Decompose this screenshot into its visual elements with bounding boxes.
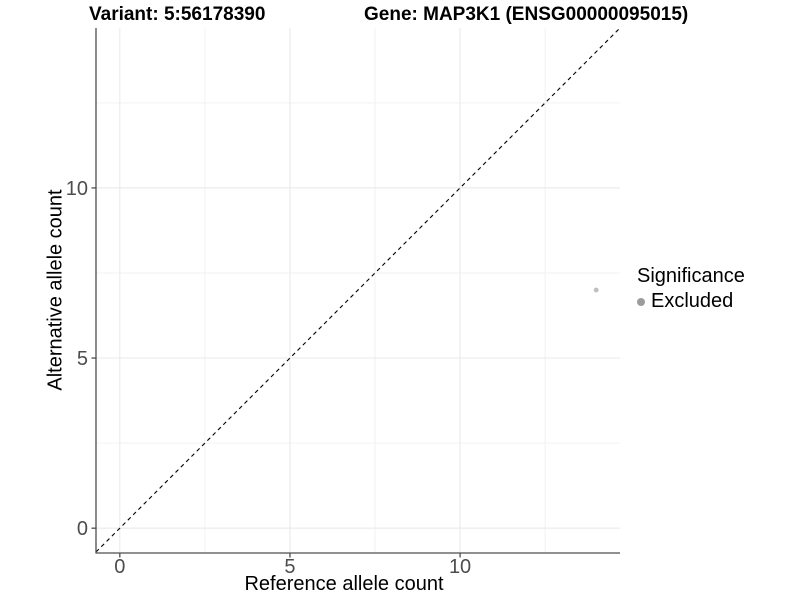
identity-line (95, 27, 621, 553)
legend-point-icon (637, 297, 645, 306)
legend-title: Significance (637, 265, 745, 287)
data-point (593, 287, 599, 293)
legend-item-label: Excluded (651, 290, 734, 312)
x-tick-label: 10 (449, 556, 471, 578)
y-tick-label: 10 (66, 178, 88, 200)
x-tick-label: 5 (284, 556, 295, 578)
gene-title: Gene: MAP3K1 (ENSG00000095015) (364, 4, 689, 25)
y-tick-label: 0 (77, 518, 88, 540)
y-axis-title: Alternative allele count (44, 189, 67, 391)
y-tick-label: 5 (77, 348, 88, 370)
x-axis-title: Reference allele count (244, 573, 444, 595)
x-tick-label: 0 (114, 556, 125, 578)
legend-item: Excluded (637, 290, 745, 313)
legend: Significance Excluded (637, 265, 745, 313)
variant-title: Variant: 5:56178390 (89, 4, 266, 25)
